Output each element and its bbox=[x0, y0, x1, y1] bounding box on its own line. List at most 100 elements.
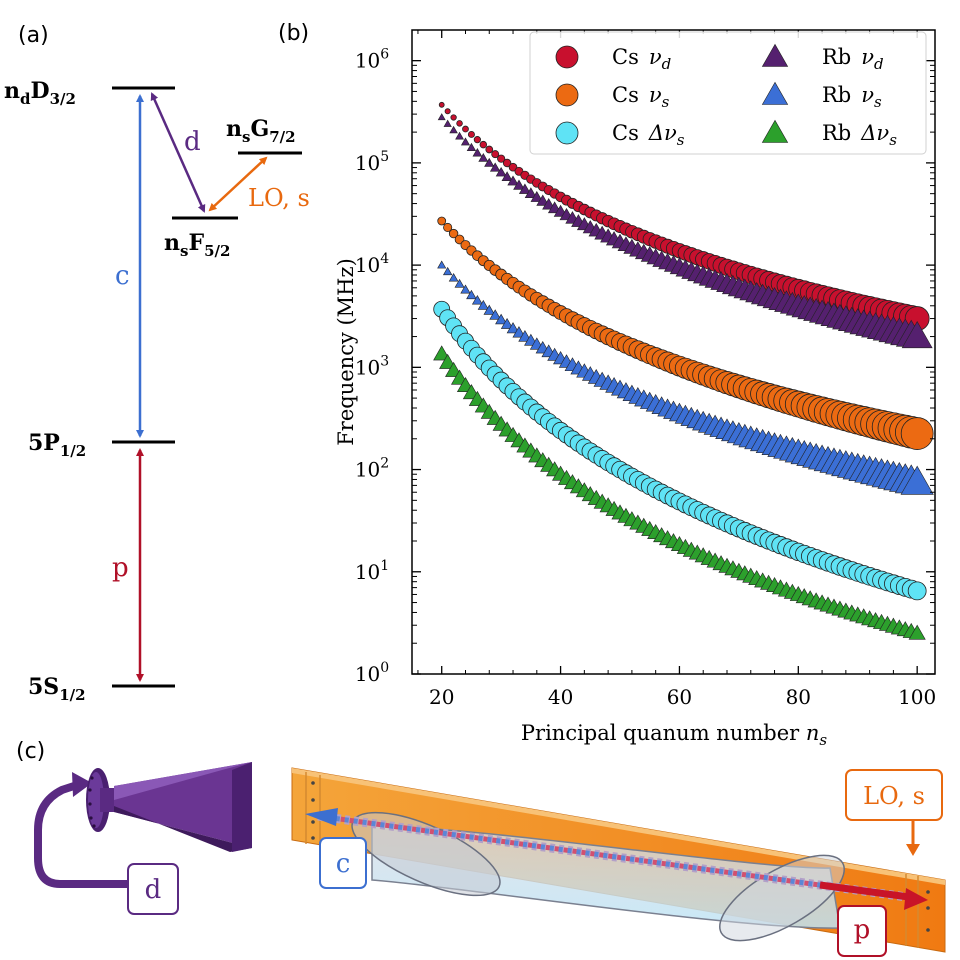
data-point-rb_nus bbox=[466, 289, 477, 300]
data-point-rb_nus bbox=[900, 465, 934, 495]
y-tick-label: 104 bbox=[355, 251, 389, 277]
data-point-rb_nus bbox=[442, 266, 453, 276]
data-point-rb_nud bbox=[489, 162, 501, 172]
legend-marker-cs_nud bbox=[555, 45, 579, 69]
plot-frame bbox=[411, 29, 936, 675]
label-box-p bbox=[837, 905, 887, 957]
data-point-rb_nus bbox=[495, 313, 508, 325]
data-point-cs_nus bbox=[454, 234, 465, 245]
legend-marker-cs_nus bbox=[555, 83, 579, 107]
apparatus: d c LO, s bbox=[34, 762, 946, 957]
vapor-cell-icon bbox=[291, 767, 946, 953]
label-d: d bbox=[145, 875, 162, 905]
data-point-rb_nud bbox=[495, 166, 507, 177]
data-point-cs_dnus bbox=[907, 581, 927, 601]
series-rb_nus bbox=[437, 260, 934, 495]
level-ns-label: nsF5/2 bbox=[164, 230, 230, 260]
transition-d-label: d bbox=[184, 127, 201, 157]
data-point-rb_nud bbox=[437, 113, 446, 121]
label-box-c bbox=[319, 837, 367, 889]
level-5s-label: 5S1/2 bbox=[28, 674, 86, 704]
data-point-rb_nud bbox=[472, 148, 483, 157]
legend-marker-rb_dnus bbox=[761, 119, 789, 143]
curved-arrow-head bbox=[72, 772, 92, 797]
data-point-cs_nus bbox=[900, 417, 934, 450]
data-point-cs_nud bbox=[450, 114, 457, 121]
data-point-rb_nus bbox=[471, 294, 483, 305]
data-point-rb_nus bbox=[483, 304, 496, 315]
x-tick-label: 100 bbox=[898, 685, 936, 709]
data-point-rb_nud bbox=[478, 153, 489, 162]
data-point-rb_nud bbox=[507, 175, 519, 186]
legend: Cs νd Rb νd Cs νs Rb νs Cs Δνs Rb Δνs bbox=[529, 31, 927, 155]
horn-antenna-icon bbox=[86, 762, 252, 852]
legend-marker-rb_nud bbox=[761, 43, 789, 67]
data-point-rb_dnus bbox=[439, 353, 457, 369]
data-point-rb_nus bbox=[448, 273, 459, 282]
panel-label-a: (a) bbox=[18, 23, 49, 48]
legend-box bbox=[529, 31, 927, 155]
y-axis-label: Frequency (MHz) bbox=[334, 258, 358, 446]
legend-label-rb_dnus: Rb Δνs bbox=[822, 121, 897, 149]
level-diagram: ndD3/2 nsF5/2 nsG7/2 5P1/2 5S1/2 c p d L… bbox=[4, 78, 310, 704]
label-box-lo bbox=[845, 769, 943, 821]
data-point-rb_nud bbox=[513, 179, 525, 190]
transition-c-label: c bbox=[115, 261, 130, 291]
level-ng-label: nsG7/2 bbox=[226, 116, 296, 146]
data-point-cs_nud bbox=[473, 136, 481, 144]
series-rb_dnus bbox=[433, 345, 926, 640]
data-point-rb_nud bbox=[536, 194, 550, 206]
x-tick-label: 60 bbox=[667, 685, 692, 709]
data-point-cs_nus bbox=[448, 228, 459, 239]
data-point-cs_nud bbox=[485, 145, 494, 154]
transition-p-label: p bbox=[112, 553, 129, 583]
level-nd-label: ndD3/2 bbox=[4, 78, 76, 108]
transition-d-arrow bbox=[150, 92, 206, 213]
frequency-chart: 20 40 60 80 100 100 101 102 103 104 105 106 Princi… bbox=[334, 29, 936, 749]
label-lo: LO, s bbox=[863, 782, 925, 810]
data-point-rb_nud bbox=[501, 171, 513, 181]
x-axis-label: Principal quanum number ns bbox=[521, 721, 827, 749]
transition-lo-label: LO, s bbox=[248, 184, 310, 212]
y-tick-label: 105 bbox=[355, 149, 389, 175]
y-tick-label: 103 bbox=[355, 353, 389, 379]
data-point-cs_nud bbox=[444, 108, 451, 115]
y-tick-label: 106 bbox=[355, 47, 389, 73]
legend-label-cs_dnus: Cs Δνs bbox=[612, 121, 685, 149]
data-point-cs_nud bbox=[438, 101, 445, 108]
data-point-rb_nud bbox=[518, 183, 531, 194]
data-point-rb_nud bbox=[460, 137, 471, 146]
legend-marker-cs_dnus bbox=[555, 121, 579, 145]
data-point-rb_nus bbox=[512, 326, 526, 338]
data-point-rb_nus bbox=[506, 322, 520, 334]
data-point-rb_nus bbox=[489, 309, 502, 320]
data-point-cs_nud bbox=[467, 130, 475, 138]
label-p: p bbox=[854, 915, 871, 945]
data-point-rb_nud bbox=[455, 131, 464, 140]
x-tick-label: 40 bbox=[548, 685, 573, 709]
curved-arrow-icon bbox=[34, 782, 128, 888]
data-point-rb_nus bbox=[477, 299, 489, 310]
data-point-rb_nus bbox=[454, 278, 465, 288]
data-point-cs_nud bbox=[508, 162, 518, 172]
series-rb_nud bbox=[437, 113, 933, 349]
data-point-cs_nus bbox=[443, 222, 453, 233]
legend-marker-rb_nus bbox=[761, 81, 789, 105]
legend-label-rb_nus: Rb νs bbox=[822, 83, 882, 111]
data-point-rb_nud bbox=[466, 142, 477, 152]
data-point-rb_nus bbox=[460, 284, 471, 294]
y-tick-label: 102 bbox=[355, 456, 389, 482]
label-box-d bbox=[127, 863, 179, 915]
transition-lo-arrow bbox=[208, 156, 268, 212]
panel-label-b: (b) bbox=[278, 21, 309, 46]
data-point-cs_nud bbox=[497, 154, 506, 163]
series-cs_dnus bbox=[433, 300, 927, 601]
data-point-rb_nus bbox=[518, 329, 532, 342]
label-c: c bbox=[336, 849, 351, 879]
panel-label-c: (c) bbox=[16, 739, 45, 764]
data-point-rb_dnus bbox=[433, 345, 451, 361]
data-point-cs_nud bbox=[456, 120, 463, 127]
data-point-rb_nus bbox=[437, 260, 447, 269]
data-point-rb_nud bbox=[524, 187, 537, 198]
